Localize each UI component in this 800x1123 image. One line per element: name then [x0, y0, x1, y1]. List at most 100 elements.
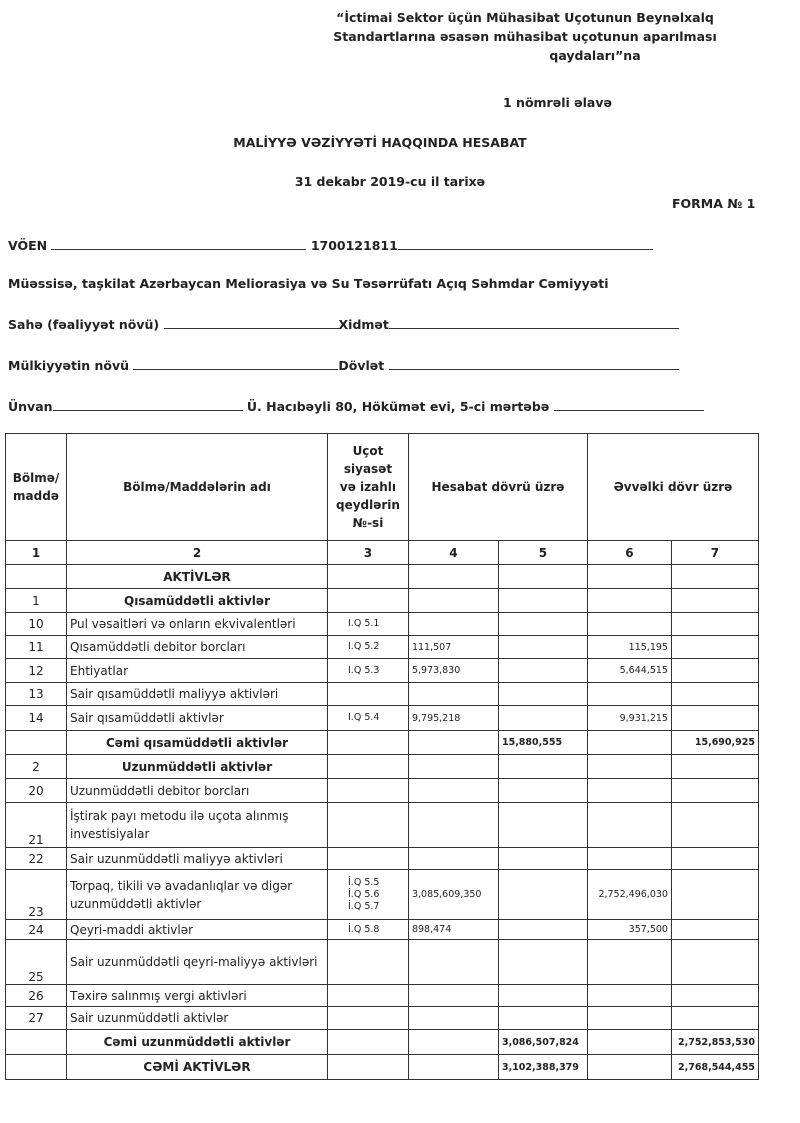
- balance-table: Bölmə/ maddə Bölmə/Maddələrin adı Uçot siy…: [5, 433, 759, 1080]
- prior-total-cell: [670, 612, 759, 636]
- prior-cell: [586, 564, 672, 589]
- table-row: 24 Qeyri-maddi aktivlər İ.Q 5.8 898,474 357,…: [5, 919, 759, 940]
- table-row: 11 Qısamüddətli debitor borcları I.Q 5.2 11…: [5, 635, 759, 659]
- header-line: Standartlarına əsasən mühasibat uçotunun…: [333, 29, 717, 44]
- header-cell: Hesabat dövrü üzrə: [407, 433, 588, 541]
- notes-cell: [327, 1054, 409, 1080]
- header-cell: Uçot siyasət və izahlı qeydlərin №-si: [327, 433, 409, 541]
- code-cell: 25: [5, 939, 67, 985]
- field-voen: VÖEN 1700121811: [8, 237, 653, 253]
- table-row: AKTİVLƏR: [5, 564, 759, 589]
- table-row: Cəmi qısamüddətli aktivlər 15,880,555 15,6…: [5, 730, 759, 755]
- current-cell: [407, 802, 499, 848]
- current-cell: [407, 754, 499, 779]
- current-total-cell: [497, 847, 588, 870]
- table-row: 21 İştirak payı metodu ilə uçota alınmış …: [5, 802, 759, 848]
- notes-cell: [327, 847, 409, 870]
- label: VÖEN: [8, 238, 48, 253]
- code-cell: 27: [5, 1006, 67, 1030]
- underline: [52, 398, 243, 411]
- current-total-cell: 3,102,388,379: [497, 1054, 588, 1080]
- table-row: 1 Qısamüddətli aktivlər: [5, 588, 759, 613]
- code-cell: [5, 1029, 67, 1055]
- prior-total-cell: [670, 1006, 759, 1030]
- table-row: 14 Sair qısamüddətli aktivlər I.Q 5.4 9,795…: [5, 705, 759, 731]
- prior-total-cell: [670, 754, 759, 779]
- prior-total-cell: [670, 778, 759, 803]
- field-sector: Sahə (fəaliyyət növü) Xidmət: [8, 316, 679, 332]
- code-cell: 10: [5, 612, 67, 636]
- prior-total-cell: [670, 802, 759, 848]
- current-cell: 898,474: [407, 919, 499, 940]
- header-cell: Bölmə/ maddə: [5, 433, 67, 541]
- notes-cell: [327, 802, 409, 848]
- prior-total-cell: [670, 564, 759, 589]
- current-total-cell: [497, 658, 588, 683]
- name-cell: Qısamüddətli debitor borcları: [66, 635, 328, 659]
- value: Ü. Hacıbəyli 80, Hökümət evi, 5-ci mərtə…: [246, 399, 550, 414]
- notes-cell: [327, 588, 409, 613]
- current-cell: [407, 778, 499, 803]
- form-number: FORMA № 1: [672, 196, 756, 211]
- current-total-cell: [497, 869, 588, 920]
- prior-total-cell: [670, 658, 759, 683]
- underline: [553, 398, 704, 411]
- table-row: CƏMİ AKTİVLƏR 3,102,388,379 2,768,544,455: [5, 1054, 759, 1080]
- name-cell: Qısamüddətli aktivlər: [66, 588, 328, 613]
- note: I.Q 5.2: [348, 641, 380, 652]
- prior-cell: 115,195: [586, 635, 672, 659]
- name-cell: Cəmi qısamüddətli aktivlər: [66, 730, 328, 755]
- current-cell: [407, 612, 499, 636]
- current-cell: 111,507: [407, 635, 499, 659]
- column-number: 4: [407, 540, 499, 565]
- underline: [133, 357, 339, 370]
- prior-total-cell: 2,752,853,530: [670, 1029, 759, 1055]
- note: İ.Q 5.5: [348, 876, 380, 888]
- prior-cell: [586, 778, 672, 803]
- name-cell: Sair uzunmüddətli qeyri-maliyyə aktivlər…: [66, 939, 328, 985]
- notes-cell: [327, 778, 409, 803]
- notes-cell: [327, 1029, 409, 1055]
- header-line: qaydaları”na: [549, 48, 641, 63]
- code-cell: [5, 1054, 67, 1080]
- current-total-cell: [497, 682, 588, 706]
- prior-cell: [586, 802, 672, 848]
- current-cell: [407, 984, 499, 1007]
- column-number: 7: [670, 540, 759, 565]
- annex: 1 nömrəli əlavə: [503, 95, 612, 110]
- label: Mülkiyyətin növü: [8, 358, 130, 373]
- table-row: 12 Ehtiyatlar I.Q 5.3 5,973,830 5,644,515: [5, 658, 759, 683]
- current-total-cell: [497, 939, 588, 985]
- code-cell: 24: [5, 919, 67, 940]
- name-cell: Sair qısamüddətli aktivlər: [66, 705, 328, 731]
- column-number: 1: [5, 540, 67, 565]
- value: 1700121811: [310, 238, 398, 253]
- notes-cell: [327, 754, 409, 779]
- field-entity: Müəssisə, taşkilat Azərbaycan Meliorasiy…: [8, 276, 609, 291]
- notes-cell: I.Q 5.3: [327, 658, 409, 683]
- notes-cell: [327, 939, 409, 985]
- name-cell: AKTİVLƏR: [66, 564, 328, 589]
- column-number: 6: [586, 540, 672, 565]
- current-cell: [407, 1054, 499, 1080]
- note: İ.Q 5.7: [348, 900, 380, 912]
- code-cell: 22: [5, 847, 67, 870]
- prior-cell: [586, 588, 672, 613]
- table-row: 25 Sair uzunmüddətli qeyri-maliyyə aktivl…: [5, 939, 759, 985]
- label: Ünvan: [8, 399, 53, 414]
- header-block: “İctimai Sektor üçün Mühasibat Uçotunun …: [300, 8, 750, 65]
- prior-cell: [586, 682, 672, 706]
- header-cell: Bölmə/Maddələrin adı: [66, 433, 328, 541]
- note: I.Q 5.1: [348, 618, 380, 629]
- date: 31 dekabr 2019-cu il tarixə: [294, 174, 486, 189]
- current-cell: [407, 847, 499, 870]
- note: I.Q 5.3: [348, 664, 380, 676]
- table-row: 10 Pul vəsaitləri və onların ekvivalentlə…: [5, 612, 759, 636]
- prior-cell: [586, 1054, 672, 1080]
- field-address: Ünvan Ü. Hacıbəyli 80, Hökümət evi, 5-ci…: [8, 398, 704, 414]
- prior-total-cell: [670, 984, 759, 1007]
- code-cell: 13: [5, 682, 67, 706]
- header-line: “İctimai Sektor üçün Mühasibat Uçotunun …: [336, 10, 714, 25]
- current-total-cell: [497, 984, 588, 1007]
